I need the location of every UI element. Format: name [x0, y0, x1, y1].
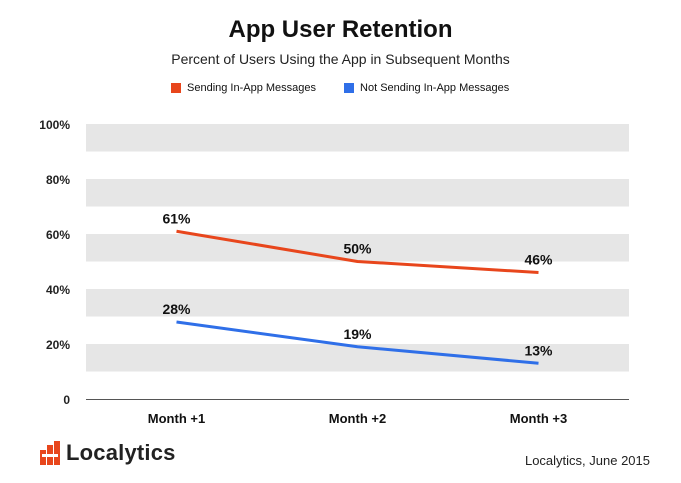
chart-title: App User Retention [228, 16, 453, 43]
legend-item-sending: Sending In-App Messages [171, 82, 316, 94]
series-line-sending [176, 229, 539, 274]
data-label: 50% [343, 241, 372, 257]
y-tick-label: 20% [46, 338, 70, 352]
legend-label-not-sending: Not Sending In-App Messages [360, 82, 510, 94]
data-label: 13% [524, 342, 553, 358]
series-line-not-sending [176, 320, 539, 365]
source-note: Localytics, June 2015 [524, 453, 650, 468]
y-tick-label: 60% [46, 228, 70, 242]
legend-item-not-sending: Not Sending In-App Messages [344, 82, 509, 94]
x-tick-label: Month +1 [148, 411, 205, 426]
grid-band [86, 289, 629, 317]
grid-band [86, 234, 629, 262]
grid-band [86, 124, 629, 152]
logo-text: Localytics [66, 440, 176, 465]
y-tick-label: 40% [46, 283, 70, 297]
y-tick-label: 80% [46, 173, 70, 187]
data-label: 28% [162, 301, 191, 317]
y-tick-label: 0 [63, 393, 70, 407]
chart-subtitle: Percent of Users Using the App in Subseq… [171, 51, 510, 67]
data-label: 19% [343, 326, 372, 342]
data-label: 61% [162, 210, 191, 226]
grid-band [86, 344, 629, 372]
legend-swatch-sending [171, 83, 181, 93]
data-label: 46% [524, 252, 553, 268]
legend-swatch-not-sending [344, 83, 355, 93]
legend: Sending In-App Messages Not Sending In-A… [171, 82, 509, 94]
legend-label-sending: Sending In-App Messages [187, 82, 317, 94]
x-tick-label: Month +2 [329, 411, 386, 426]
localytics-logo: Localytics [40, 440, 176, 466]
bar-chart-icon [40, 441, 60, 465]
y-tick-label: 100% [39, 118, 70, 132]
x-tick-label: Month +3 [510, 411, 567, 426]
grid-band [86, 179, 629, 207]
